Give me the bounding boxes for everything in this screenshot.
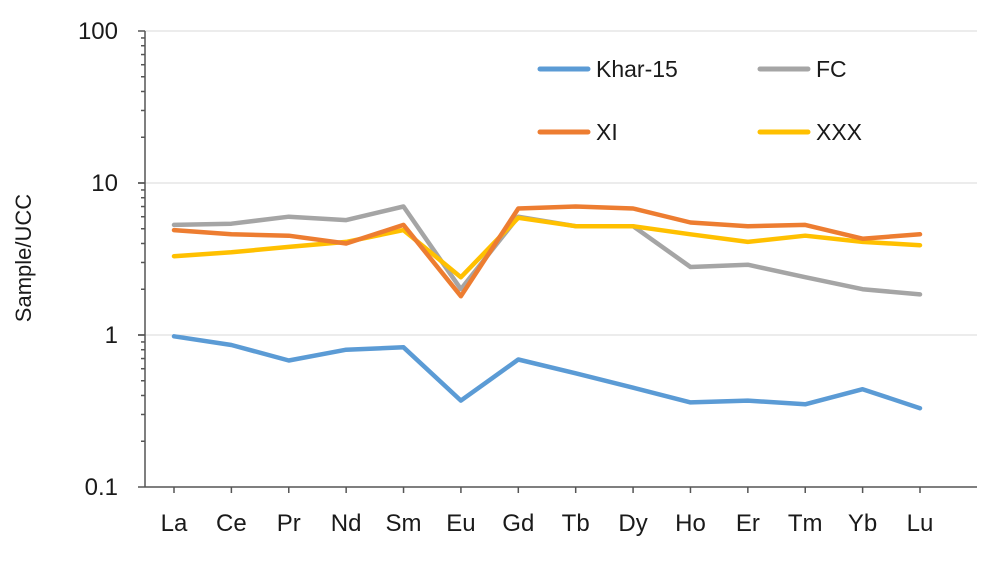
axes (138, 30, 977, 493)
x-tick-label: Ho (675, 510, 706, 537)
series-line-xxx (171, 215, 923, 280)
legend: Khar-15 FC XI XXX (537, 56, 862, 145)
series-line-xi (171, 204, 923, 299)
x-tick-label: Pr (277, 510, 301, 537)
x-tick-label: Nd (331, 510, 362, 537)
y-tick-label: 0.1 (85, 474, 118, 501)
legend-label: XI (596, 119, 618, 145)
x-tick-label: Lu (907, 510, 934, 537)
y-axis-title: Sample/UCC (11, 194, 36, 322)
x-tick-label: Dy (618, 510, 647, 537)
x-tick-label: Eu (446, 510, 475, 537)
series-lines (171, 204, 923, 411)
x-tick-label: Tb (562, 510, 590, 537)
y-tick-label: 10 (91, 170, 118, 197)
y-tick-label: 1 (105, 322, 118, 349)
x-tick-label: Sm (386, 510, 422, 537)
x-tick-label: Er (736, 510, 760, 537)
y-tick-label: 100 (78, 18, 118, 45)
legend-label: FC (816, 56, 847, 82)
series-line-fc (171, 204, 923, 297)
x-ticks: La Ce Pr Nd Sm Eu Gd Tb Dy Ho Er Tm Yb Lu (161, 510, 934, 537)
legend-label: XXX (816, 119, 862, 145)
grid (145, 30, 977, 336)
x-tick-label: Ce (216, 510, 247, 537)
legend-label: Khar-15 (596, 56, 678, 82)
x-tick-label: Gd (502, 510, 534, 537)
y-ticks: 0.1 1 10 100 (78, 18, 118, 501)
x-tick-label: Tm (788, 510, 823, 537)
x-tick-label: La (161, 510, 188, 537)
series-line-khar-15 (171, 334, 923, 411)
x-tick-label: Yb (848, 510, 877, 537)
